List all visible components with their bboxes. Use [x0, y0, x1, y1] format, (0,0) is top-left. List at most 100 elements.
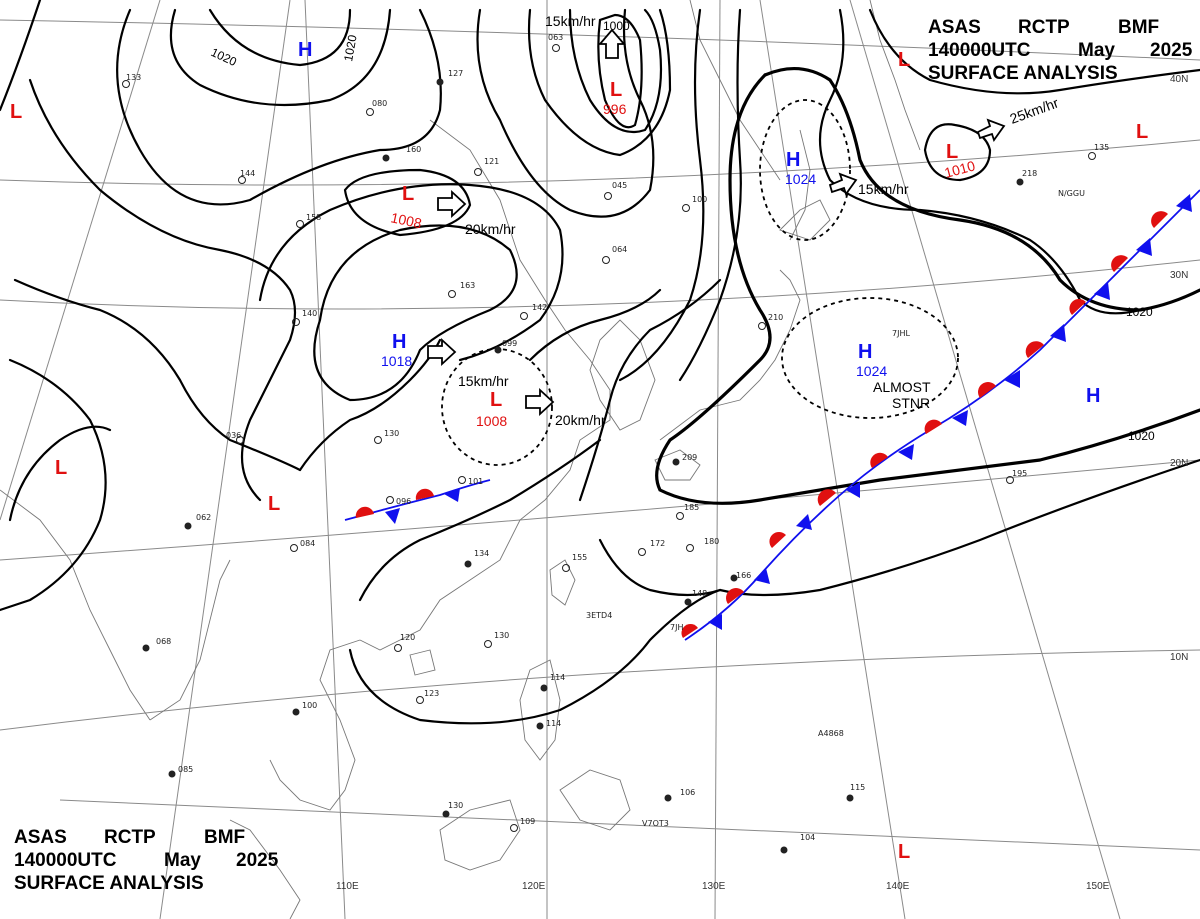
- station-value: 172: [650, 539, 665, 548]
- station-circle: [484, 640, 492, 648]
- isobar-18: [528, 288, 662, 362]
- station-circle: [730, 574, 738, 582]
- warm-front-semicircle: [1069, 298, 1086, 315]
- coast-korea: [589, 319, 656, 431]
- isobar-5: [13, 278, 302, 472]
- analysis-header-top: ASAS RCTP BMF 140000UTC May 2025 SURFACE…: [928, 16, 1192, 85]
- low-symbol: L: [1136, 121, 1148, 143]
- station-value: 114: [550, 673, 565, 682]
- motion-label: 15km/hr: [858, 181, 909, 197]
- station-value: 036: [226, 431, 241, 440]
- coast-japan-hokkaido: [779, 199, 831, 241]
- motion-arrow: [437, 189, 467, 219]
- isobar-1: [208, 8, 352, 67]
- stationary-note: ALMOST STNR: [873, 379, 931, 411]
- warm-front-semicircle: [924, 419, 942, 434]
- lon-label: 130E: [702, 881, 726, 892]
- station-circle: [1088, 152, 1096, 160]
- station-circle: [536, 722, 544, 730]
- station-circle: [386, 496, 394, 504]
- dashed-high-1024-east: [781, 297, 959, 419]
- isobar-10: [568, 8, 663, 134]
- isobar-12: [618, 8, 705, 382]
- high-symbol: H: [786, 149, 800, 171]
- station-circle: [552, 44, 560, 52]
- isobar-3: [116, 8, 442, 206]
- station-circle: [672, 458, 680, 466]
- isobar-26: [923, 123, 992, 182]
- station-plot: 155: [562, 553, 587, 572]
- isobar-label: 1020: [209, 45, 239, 69]
- motion-label: 25km/hr: [1008, 94, 1061, 126]
- station-circle: [664, 794, 672, 802]
- cold-front-triangle: [1176, 194, 1192, 212]
- isobar-14: [343, 168, 472, 237]
- station-plot: 085: [168, 765, 193, 778]
- station-plot: 062: [184, 513, 211, 530]
- low-symbol: L: [268, 493, 280, 515]
- motion-label: 20km/hr: [465, 221, 516, 237]
- station-circle: [684, 598, 692, 606]
- station-circle: [184, 522, 192, 530]
- station-value: 064: [612, 245, 627, 254]
- isobar-20: [358, 438, 602, 602]
- station-circle: [122, 80, 130, 88]
- isobar-label: 1000: [603, 19, 630, 33]
- coast-borneo: [439, 799, 521, 871]
- station-circle: [682, 204, 690, 212]
- low-symbol: L: [898, 841, 910, 863]
- isobar-27: [868, 8, 1200, 95]
- isobar-1020-japan: [655, 73, 1200, 505]
- cold-front-triangle: [898, 444, 914, 460]
- station-value: 140: [302, 309, 317, 318]
- lat-label: 10N: [1170, 652, 1188, 663]
- lat-label: 40N: [1170, 74, 1188, 85]
- cold-front-triangle: [708, 614, 722, 630]
- header-time: 140000UTC: [928, 40, 1031, 61]
- motion-arrows: [427, 28, 1006, 417]
- meridian-140e: [759, 0, 906, 919]
- isobar-11: [597, 13, 643, 129]
- motion-label: 20km/hr: [555, 412, 606, 428]
- station-circle: [520, 312, 528, 320]
- isobar-label: 1020: [1128, 429, 1155, 443]
- header-product: SURFACE ANALYSIS: [928, 63, 1118, 84]
- warm-front-semicircle: [817, 489, 836, 506]
- isobar-8: [476, 8, 655, 218]
- motion-arrow: [598, 28, 626, 59]
- station-plot: 121: [474, 157, 499, 176]
- header-station: RCTP: [1018, 17, 1070, 38]
- station-circle: [292, 318, 300, 326]
- station-plot: 130: [484, 631, 509, 648]
- station-circle: [236, 436, 244, 444]
- low-symbol: L: [946, 141, 958, 163]
- station-value: 120: [400, 633, 415, 642]
- coastlines: [0, 0, 921, 919]
- station-tag: 7JHL: [892, 329, 910, 338]
- header-year: 2025: [1150, 40, 1193, 61]
- station-value: 210: [768, 313, 783, 322]
- meridian-90e: [0, 0, 161, 521]
- meridian-130e: [714, 0, 721, 919]
- coast-luzon: [519, 659, 561, 761]
- station-value: 106: [680, 788, 695, 797]
- lat-label: 20N: [1170, 458, 1188, 469]
- isobar-17: [298, 338, 442, 472]
- station-value: 180: [704, 537, 719, 546]
- station-plot: 133: [122, 73, 141, 88]
- lon-label: 140E: [886, 881, 910, 892]
- meridian-100e: [159, 0, 291, 919]
- header-month: May: [164, 850, 201, 871]
- motion-arrow: [828, 172, 858, 196]
- station-value: 084: [300, 539, 315, 548]
- station-value: 099: [502, 339, 517, 348]
- station-value: 114: [546, 719, 561, 728]
- station-circle: [510, 824, 518, 832]
- cold-front-triangle: [952, 410, 968, 426]
- warm-front-semicircle: [1111, 255, 1128, 272]
- station-tag: A4868: [818, 729, 844, 738]
- isobar-22: [718, 458, 1200, 597]
- station-plot: 104: [780, 833, 815, 854]
- coast-taiwan: [549, 559, 576, 606]
